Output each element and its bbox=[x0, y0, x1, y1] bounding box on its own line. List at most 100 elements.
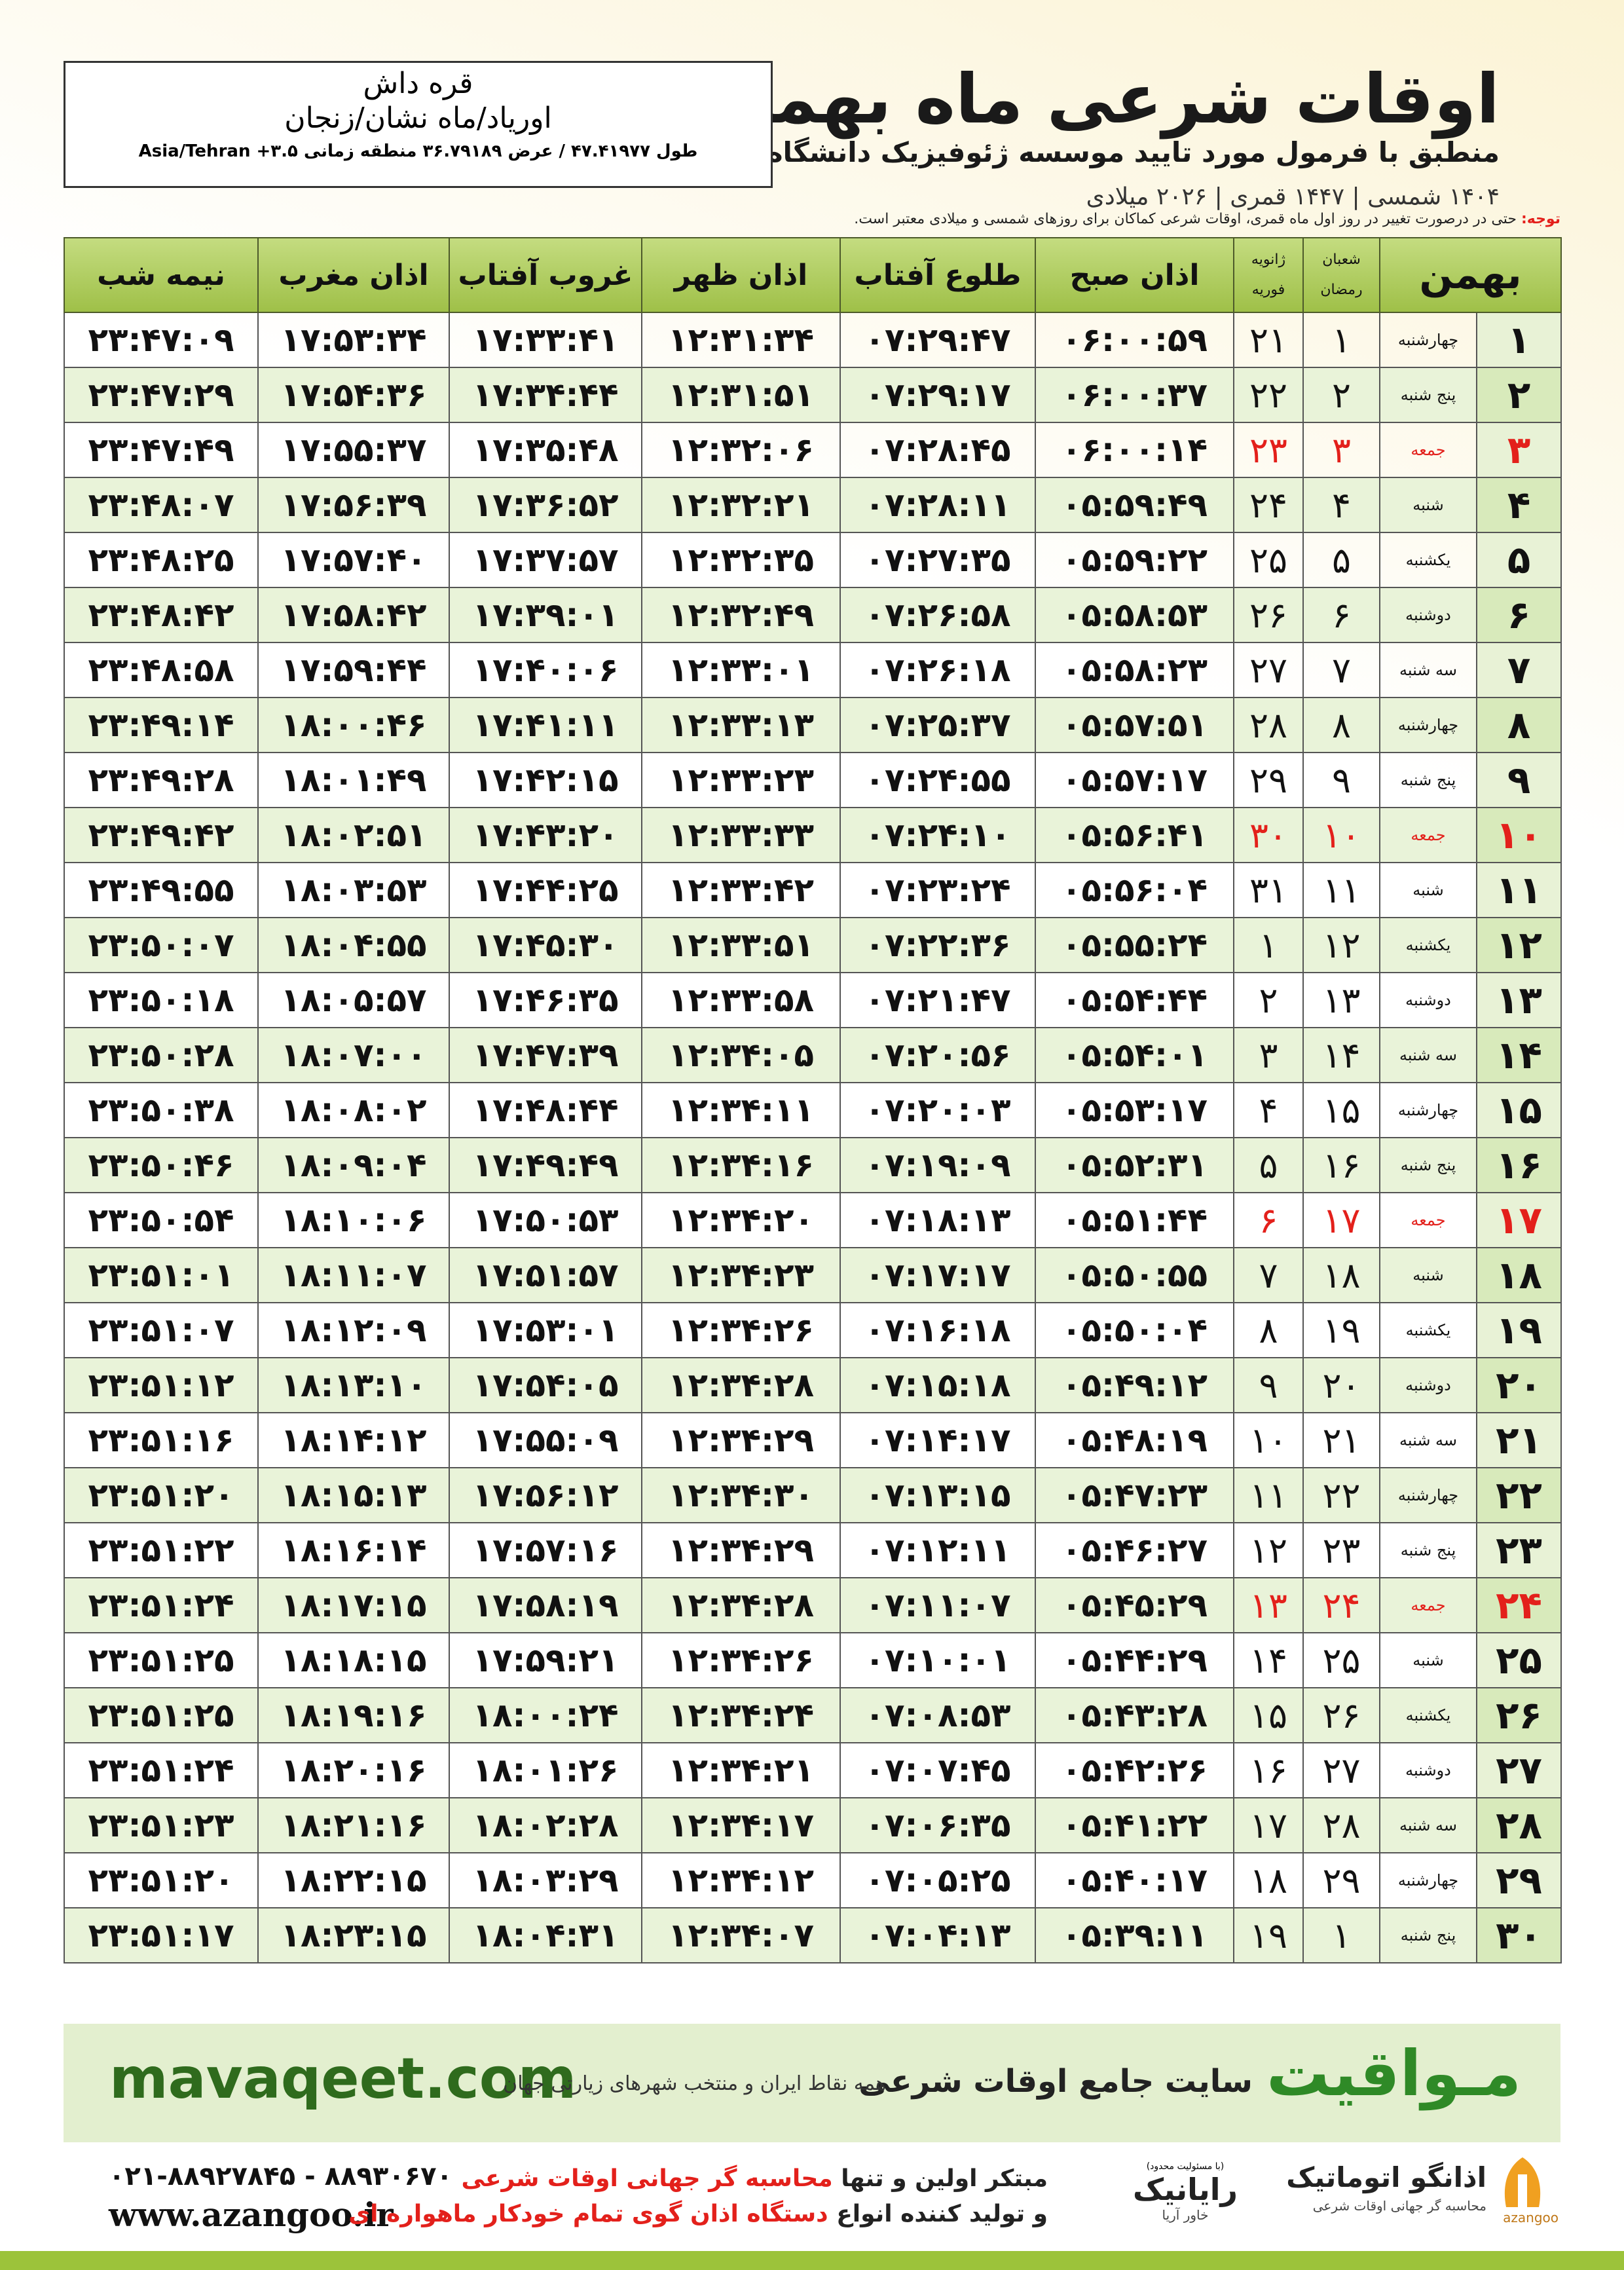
hijri-day: ۷ bbox=[1302, 642, 1380, 698]
sunrise: ۰۷:۲۸:۱۱ bbox=[840, 477, 1036, 533]
weekday: سه شنبه bbox=[1378, 1027, 1478, 1083]
gregorian-day: ۱۷ bbox=[1233, 1797, 1304, 1853]
sunrise: ۰۷:۲۶:۵۸ bbox=[840, 587, 1036, 643]
sunset: ۱۷:۵۵:۰۹ bbox=[449, 1412, 642, 1468]
midnight: ۲۳:۵۱:۰۷ bbox=[64, 1302, 259, 1358]
hijri-day: ۱ bbox=[1302, 1907, 1380, 1963]
sunrise: ۰۷:۲۱:۴۷ bbox=[840, 972, 1036, 1028]
sunset: ۱۷:۴۰:۰۶ bbox=[449, 642, 642, 698]
dhuhr: ۱۲:۳۴:۰۷ bbox=[641, 1907, 841, 1963]
maghrib: ۱۷:۵۸:۴۲ bbox=[257, 587, 450, 643]
day-number: ۴ bbox=[1476, 477, 1562, 533]
table-row: ۶ دوشنبه ۶ ۲۶ ۰۵:۵۸:۵۳ ۰۷:۲۶:۵۸ ۱۲:۳۲:۴۹ ۱۷:۳۹:… bbox=[64, 587, 1562, 643]
fajr: ۰۵:۵۳:۱۷ bbox=[1035, 1082, 1234, 1138]
gregorian-day: ۲۳ bbox=[1233, 422, 1304, 478]
table-row: ۲۰ دوشنبه ۲۰ ۹ ۰۵:۴۹:۱۲ ۰۷:۱۵:۱۸ ۱۲:۳۴:۲۸ ۱۷:۵۴… bbox=[64, 1357, 1562, 1413]
weekday: چهارشنبه bbox=[1378, 1082, 1478, 1138]
sunrise: ۰۷:۰۷:۴۵ bbox=[840, 1742, 1036, 1798]
hijri-day: ۲۴ bbox=[1302, 1577, 1380, 1633]
maghrib: ۱۸:۱۰:۰۶ bbox=[257, 1192, 450, 1248]
sunset: ۱۷:۴۸:۴۴ bbox=[449, 1082, 642, 1138]
hijri-day: ۴ bbox=[1302, 477, 1380, 533]
day-number: ۲۵ bbox=[1476, 1632, 1562, 1688]
midnight: ۲۳:۴۸:۰۷ bbox=[64, 477, 259, 533]
weekday: شنبه bbox=[1378, 862, 1478, 918]
hijri-day: ۱۱ bbox=[1302, 862, 1380, 918]
weekday: چهارشنبه bbox=[1378, 312, 1478, 368]
fajr: ۰۵:۵۷:۱۷ bbox=[1035, 752, 1234, 808]
dhuhr: ۱۲:۳۱:۵۱ bbox=[641, 367, 841, 423]
hijri-day: ۱۷ bbox=[1302, 1192, 1380, 1248]
midnight: ۲۳:۵۱:۲۴ bbox=[64, 1742, 259, 1798]
fajr: ۰۵:۴۱:۲۲ bbox=[1035, 1797, 1234, 1853]
website[interactable]: www.azangoo.ir bbox=[109, 2195, 394, 2234]
maghrib: ۱۸:۲۰:۱۶ bbox=[257, 1742, 450, 1798]
column-header: غروب آفتاب bbox=[449, 237, 642, 313]
sunrise: ۰۷:۲۸:۴۵ bbox=[840, 422, 1036, 478]
header-row: بهمن شعبان رمضان ژانویه فوریه اذان صبح طلوع آف… bbox=[64, 237, 1562, 313]
hijri-day: ۱۹ bbox=[1302, 1302, 1380, 1358]
dhuhr: ۱۲:۳۴:۲۸ bbox=[641, 1357, 841, 1413]
gregorian-day: ۲ bbox=[1233, 972, 1304, 1028]
sunrise: ۰۷:۱۲:۱۱ bbox=[840, 1522, 1036, 1578]
midnight: ۲۳:۴۷:۰۹ bbox=[64, 312, 259, 368]
table-row: ۲۴ جمعه ۲۴ ۱۳ ۰۵:۴۵:۲۹ ۰۷:۱۱:۰۷ ۱۲:۳۴:۲۸ ۱۷:۵۸:… bbox=[64, 1577, 1562, 1633]
column-header: اذان مغرب bbox=[257, 237, 450, 313]
fajr: ۰۵:۴۰:۱۷ bbox=[1035, 1852, 1234, 1908]
gregorian-day: ۳۰ bbox=[1233, 807, 1304, 863]
table-row: ۱۰ جمعه ۱۰ ۳۰ ۰۵:۵۶:۴۱ ۰۷:۲۴:۱۰ ۱۲:۳۳:۳۳ ۱۷:۴۳:… bbox=[64, 807, 1562, 863]
hijri-day: ۲۲ bbox=[1302, 1467, 1380, 1523]
gregorian-day: ۲۷ bbox=[1233, 642, 1304, 698]
dhuhr: ۱۲:۳۳:۱۳ bbox=[641, 697, 841, 753]
midnight: ۲۳:۵۱:۲۲ bbox=[64, 1522, 259, 1578]
banner-tagline: سایت جامع اوقات شرعی bbox=[858, 2063, 1253, 2100]
sunset: ۱۷:۴۷:۳۹ bbox=[449, 1027, 642, 1083]
banner-brand: مـواقیت bbox=[1266, 2037, 1521, 2110]
banner-url[interactable]: mavaqeet.com bbox=[109, 2046, 577, 2112]
hijri-day: ۲ bbox=[1302, 367, 1380, 423]
weekday: پنج شنبه bbox=[1378, 752, 1478, 808]
sunset: ۱۷:۳۴:۴۴ bbox=[449, 367, 642, 423]
day-number: ۱۳ bbox=[1476, 972, 1562, 1028]
maghrib: ۱۷:۵۷:۴۰ bbox=[257, 532, 450, 588]
logo-note: (با مسئولیت محدود) bbox=[1146, 2161, 1225, 2172]
table-row: ۲۶ یکشنبه ۲۶ ۱۵ ۰۵:۴۳:۲۸ ۰۷:۰۸:۵۳ ۱۲:۳۴:۲۴ ۱۸:۰… bbox=[64, 1687, 1562, 1743]
table-row: ۲۸ سه شنبه ۲۸ ۱۷ ۰۵:۴۱:۲۲ ۰۷:۰۶:۳۵ ۱۲:۳۴:۱۷ ۱۸:… bbox=[64, 1797, 1562, 1853]
day-number: ۲ bbox=[1476, 367, 1562, 423]
dhuhr: ۱۲:۳۴:۱۱ bbox=[641, 1082, 841, 1138]
dhuhr: ۱۲:۳۲:۲۱ bbox=[641, 477, 841, 533]
hijri-day: ۱۲ bbox=[1302, 917, 1380, 973]
weekday: جمعه bbox=[1378, 1192, 1478, 1248]
hijri-day: ۲۸ bbox=[1302, 1797, 1380, 1853]
sunrise: ۰۷:۲۰:۰۳ bbox=[840, 1082, 1036, 1138]
dhuhr: ۱۲:۳۴:۲۶ bbox=[641, 1302, 841, 1358]
weekday: پنج شنبه bbox=[1378, 1522, 1478, 1578]
sunrise: ۰۷:۲۴:۱۰ bbox=[840, 807, 1036, 863]
maghrib: ۱۷:۵۶:۳۹ bbox=[257, 477, 450, 533]
hijri-day: ۲۹ bbox=[1302, 1852, 1380, 1908]
maghrib: ۱۸:۱۷:۱۵ bbox=[257, 1577, 450, 1633]
logo-azangoo: اذانگو اتوماتیک محاسبه گر جهانی اوقات شر… bbox=[1277, 2155, 1559, 2233]
gregorian-day: ۳ bbox=[1233, 1027, 1304, 1083]
dhuhr: ۱۲:۳۴:۲۰ bbox=[641, 1192, 841, 1248]
weekday: پنج شنبه bbox=[1378, 1137, 1478, 1193]
hijri-day: ۲۶ bbox=[1302, 1687, 1380, 1743]
midnight: ۲۳:۵۰:۳۸ bbox=[64, 1082, 259, 1138]
maghrib: ۱۸:۲۲:۱۵ bbox=[257, 1852, 450, 1908]
weekday: یکشنبه bbox=[1378, 1302, 1478, 1358]
day-number: ۲۳ bbox=[1476, 1522, 1562, 1578]
dhuhr: ۱۲:۳۲:۳۵ bbox=[641, 532, 841, 588]
weekday: چهارشنبه bbox=[1378, 1852, 1478, 1908]
table-row: ۲۹ چهارشنبه ۲۹ ۱۸ ۰۵:۴۰:۱۷ ۰۷:۰۵:۲۵ ۱۲:۳۴:۱۲ ۱۸… bbox=[64, 1852, 1562, 1908]
table-row: ۱۵ چهارشنبه ۱۵ ۴ ۰۵:۵۳:۱۷ ۰۷:۲۰:۰۳ ۱۲:۳۴:۱۱ ۱۷:… bbox=[64, 1082, 1562, 1138]
midnight: ۲۳:۵۱:۲۵ bbox=[64, 1687, 259, 1743]
day-number: ۲۱ bbox=[1476, 1412, 1562, 1468]
fajr: ۰۵:۵۸:۵۳ bbox=[1035, 587, 1234, 643]
day-number: ۱ bbox=[1476, 312, 1562, 368]
gregorian-day: ۴ bbox=[1233, 1082, 1304, 1138]
maghrib: ۱۸:۱۶:۱۴ bbox=[257, 1522, 450, 1578]
weekday: دوشنبه bbox=[1378, 1742, 1478, 1798]
maghrib: ۱۷:۵۵:۳۷ bbox=[257, 422, 450, 478]
